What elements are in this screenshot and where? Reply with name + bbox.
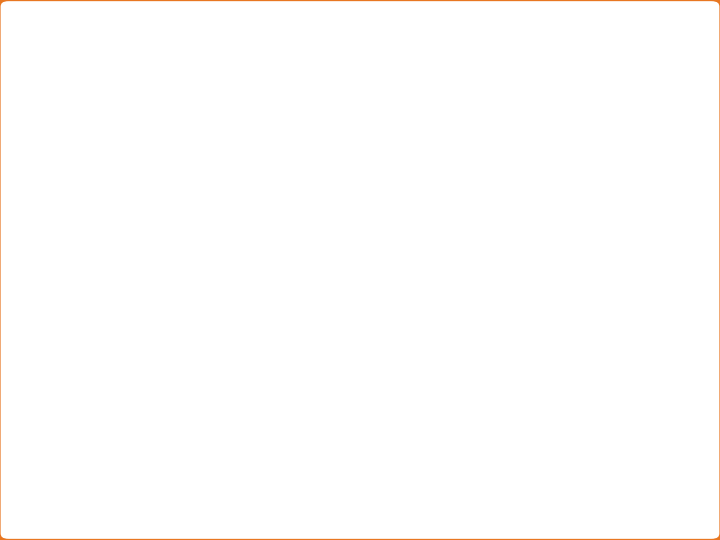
Text: TCP Header: TCP Header — [29, 24, 266, 58]
Bar — [427, 306, 695, 359]
Text: 17: 17 — [679, 513, 698, 528]
Bar — [248, 200, 695, 253]
Bar — [248, 147, 695, 200]
Text: Source port: Source port — [285, 112, 390, 130]
Text: 0: 0 — [341, 271, 352, 289]
Text: Flags: Flags — [382, 271, 429, 289]
Text: Destination port: Destination port — [487, 112, 634, 130]
Bar — [445, 253, 695, 306]
Text: Data: Data — [442, 444, 501, 464]
Bar — [248, 306, 427, 359]
FancyBboxPatch shape — [25, 73, 695, 508]
Bar — [366, 253, 445, 306]
Bar — [248, 359, 695, 412]
Bar — [248, 94, 427, 147]
Text: Acknowledgment: Acknowledgment — [394, 218, 549, 236]
Text: Advertised window: Advertised window — [485, 271, 655, 289]
Bar — [427, 94, 695, 147]
Text: Sequence number: Sequence number — [390, 165, 554, 183]
Bar — [248, 253, 327, 306]
Text: Options (variable): Options (variable) — [390, 376, 553, 395]
Text: HdrLen: HdrLen — [255, 271, 320, 289]
Bar — [327, 253, 366, 306]
Text: Urgent pointer: Urgent pointer — [495, 323, 626, 342]
Text: Checksum: Checksum — [291, 323, 384, 342]
Text: Flags:  SYN
           FIN
           RST
           PSH
           URG
        : Flags: SYN FIN RST PSH URG — [47, 197, 150, 350]
Bar — [248, 412, 695, 496]
